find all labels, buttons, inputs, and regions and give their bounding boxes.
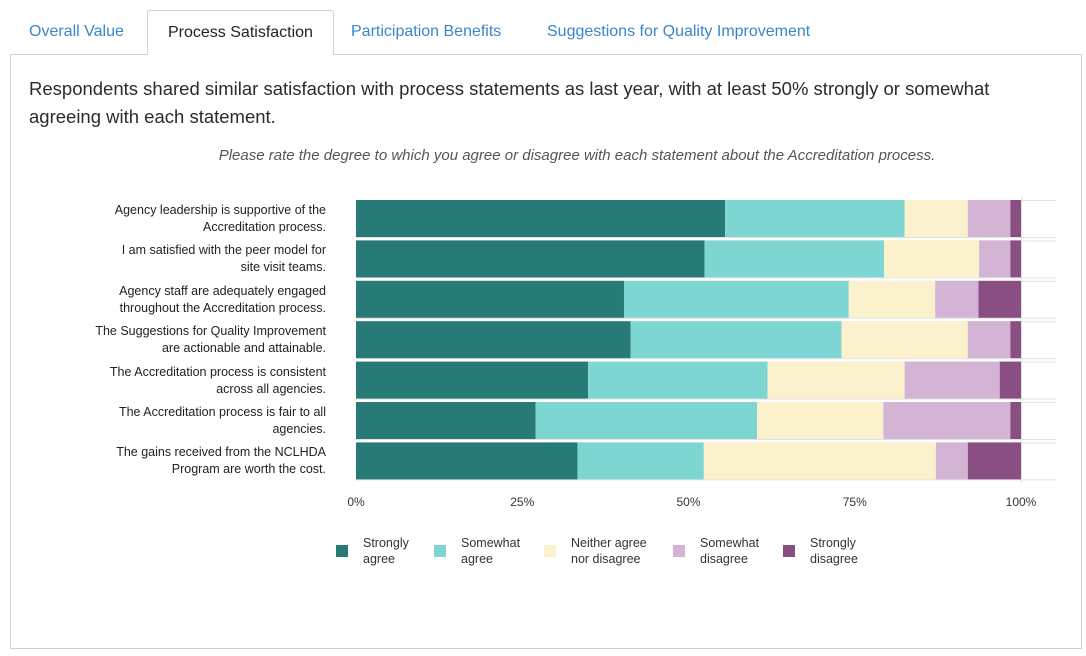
legend-label-line: agree	[461, 552, 493, 566]
y-axis-label: The Accreditation process is consistent a…	[36, 364, 326, 398]
y-axis-label-line: Agency leadership is supportive of the	[114, 203, 326, 217]
legend-label: Neither agree nor disagree	[571, 535, 681, 567]
x-axis-tick-label: 75%	[842, 495, 867, 510]
legend-label: Strongly disagree	[810, 535, 920, 567]
bar-segment-somewhat-disagree[interactable]	[904, 361, 1000, 399]
bar-segment-strongly-disagree[interactable]	[967, 442, 1021, 480]
bar-segment-somewhat-disagree[interactable]	[967, 200, 1011, 237]
y-axis-label-line: agencies.	[272, 422, 326, 436]
y-axis-label: The Suggestions for Quality Improvement a…	[36, 323, 326, 357]
x-axis-tick-label: 50%	[676, 495, 701, 510]
bar-segment-somewhat-disagree[interactable]	[883, 402, 1011, 439]
legend-swatch	[434, 545, 446, 557]
x-axis-tick-label: 25%	[510, 495, 535, 510]
legend-swatch	[336, 545, 348, 557]
bar-segment-strongly-agree[interactable]	[356, 280, 624, 318]
bar-segment-strongly-disagree[interactable]	[978, 280, 1021, 318]
bar-segment-strongly-agree[interactable]	[356, 442, 578, 480]
x-axis-tick-label: 0%	[347, 495, 365, 510]
legend-label-line: Somewhat	[461, 536, 521, 550]
tab-bar: Overall Value Process Satisfaction Parti…	[0, 0, 1086, 55]
y-axis-label: Agency staff are adequately engaged throu…	[36, 283, 326, 317]
bar-segment-strongly-agree[interactable]	[356, 402, 536, 439]
bar-segment-somewhat-disagree[interactable]	[935, 442, 968, 480]
tab-overall-value[interactable]: Overall Value	[29, 23, 124, 40]
y-axis-label: I am satisfied with the peer model for si…	[36, 242, 326, 276]
bar-segment-somewhat-disagree[interactable]	[967, 321, 1011, 359]
bar-segment-neither[interactable]	[841, 321, 968, 359]
bar-segment-strongly-agree[interactable]	[356, 321, 631, 359]
y-axis-label-line: The Accreditation process is consistent	[109, 364, 326, 379]
tab-suggestions-quality-improvement[interactable]: Suggestions for Quality Improvement	[547, 23, 811, 40]
bar-segment-neither[interactable]	[904, 200, 968, 237]
bar-segment-neither[interactable]	[767, 361, 905, 399]
y-axis-label-line: are actionable and attainable.	[161, 341, 326, 356]
bar-segment-somewhat-disagree[interactable]	[979, 240, 1011, 278]
y-axis-label-line: site visit teams.	[240, 260, 326, 275]
bar-segment-strongly-disagree[interactable]	[1010, 200, 1021, 237]
y-axis-label-line: The Suggestions for Quality Improvement	[95, 324, 326, 339]
bar-segment-strongly-disagree[interactable]	[999, 361, 1021, 399]
bar-segment-neither[interactable]	[848, 280, 936, 318]
bar-segment-somewhat-agree[interactable]	[630, 321, 842, 359]
survey-question: Please rate the degree to which you agre…	[218, 147, 936, 164]
legend-label: Strongly agree	[363, 535, 473, 567]
y-axis-label-line: across all agencies.	[216, 381, 326, 396]
y-axis-label-line: The gains received from the NCLHDA	[116, 445, 326, 460]
bar-segment-strongly-disagree[interactable]	[1010, 240, 1021, 278]
y-axis-label-line: Accreditation process.	[203, 220, 326, 234]
legend-label: Somewhat agree	[461, 535, 571, 567]
y-axis-label: The Accreditation process is fair to all…	[36, 404, 326, 438]
x-axis-tick-label: 100%	[1005, 495, 1037, 510]
headline: Respondents shared similar satisfaction …	[29, 78, 990, 127]
bar-segment-somewhat-agree[interactable]	[588, 361, 768, 399]
y-axis-label-line: throughout the Accreditation process.	[119, 300, 326, 315]
legend-label: Somewhat disagree	[700, 535, 810, 567]
stacked-bar-chart: Agency leadership is supportive of the Ac…	[11, 190, 1083, 520]
bar-segment-somewhat-agree[interactable]	[704, 240, 885, 278]
y-axis-label: The gains received from the NCLHDA Progra…	[36, 444, 326, 478]
legend-label-line: Neither agree	[571, 536, 647, 550]
bar-segment-strongly-disagree[interactable]	[1010, 321, 1021, 359]
bar-segment-neither[interactable]	[884, 240, 980, 278]
tab-participation-benefits[interactable]: Participation Benefits	[351, 23, 502, 40]
bar-segment-somewhat-agree[interactable]	[535, 402, 757, 439]
bar-segment-somewhat-agree[interactable]	[577, 442, 704, 480]
bar-segment-somewhat-agree[interactable]	[725, 200, 905, 237]
tab-process-satisfaction[interactable]: Process Satisfaction	[147, 10, 334, 55]
legend-label-line: Strongly	[363, 536, 409, 550]
legend-label-line: disagree	[700, 552, 748, 566]
legend-label-line: Somewhat	[700, 536, 760, 550]
legend-swatch	[544, 545, 556, 557]
bar-segment-strongly-agree[interactable]	[356, 240, 705, 278]
y-axis-label-line: The Accreditation process is fair to all	[118, 405, 326, 419]
legend-label-line: Strongly	[810, 536, 856, 550]
tab-panel: Respondents shared similar satisfaction …	[10, 54, 1082, 649]
y-axis-label-line: Program are worth the cost.	[171, 462, 326, 477]
chart-canvas	[356, 196, 1056, 484]
bar-segment-somewhat-agree[interactable]	[623, 280, 849, 318]
y-axis-label-line: I am satisfied with the peer model for	[121, 243, 326, 258]
legend-label-line: nor disagree	[571, 552, 641, 566]
bar-segment-somewhat-disagree[interactable]	[935, 280, 979, 318]
legend-swatch	[783, 545, 795, 557]
legend-label-line: agree	[363, 552, 395, 566]
legend-label-line: disagree	[810, 552, 858, 566]
bar-segment-strongly-agree[interactable]	[356, 200, 726, 237]
bar-segment-strongly-disagree[interactable]	[1010, 402, 1021, 439]
bar-segment-neither[interactable]	[756, 402, 884, 439]
bar-segment-strongly-agree[interactable]	[356, 361, 589, 399]
y-axis-label: Agency leadership is supportive of the Ac…	[36, 202, 326, 236]
bar-segment-neither[interactable]	[703, 442, 936, 480]
legend-swatch	[673, 545, 685, 557]
y-axis-label-line: Agency staff are adequately engaged	[119, 283, 326, 298]
